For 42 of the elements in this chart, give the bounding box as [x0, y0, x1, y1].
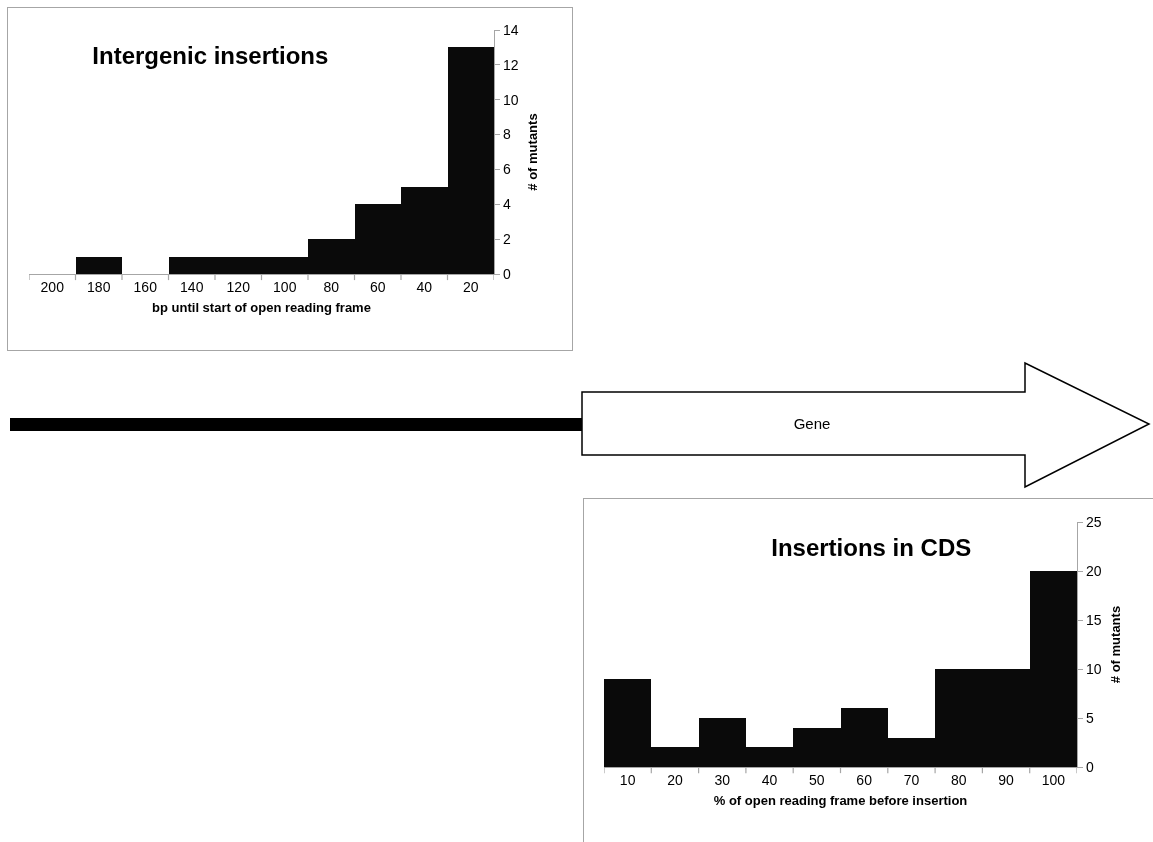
x-tick-label: 200 — [40, 279, 65, 295]
x-tick-label: 60 — [369, 279, 386, 295]
x-tick-label: 100 — [273, 279, 297, 295]
y-tick-label: 12 — [503, 56, 519, 73]
x-tick-label: 10 — [619, 772, 636, 788]
x-tick-label: 40 — [761, 772, 778, 788]
x-tick-label: 50 — [809, 772, 825, 788]
x-tick-label: 90 — [998, 772, 1015, 788]
y-tick-label: 0 — [503, 265, 511, 282]
y-tick-label: 0 — [1086, 758, 1094, 775]
y-tick-label: 10 — [503, 91, 519, 108]
x-axis-title: bp until start of open reading frame — [152, 299, 371, 315]
x-tick-label: 20 — [462, 279, 479, 295]
y-tick-label: 2 — [503, 231, 511, 248]
y-tick-label: 4 — [503, 196, 511, 213]
y-tick-label: 15 — [1086, 611, 1102, 628]
text: Insertions in CDS — [771, 533, 972, 561]
y-tick-label: 25 — [1086, 513, 1102, 530]
x-axis-title: % of open reading frame before insertion — [713, 792, 968, 808]
y-tick-label: 8 — [503, 126, 511, 143]
y-tick-label: 5 — [1086, 709, 1094, 726]
text: Intergenic insertions — [92, 41, 329, 69]
y-tick-label: 14 — [503, 21, 519, 38]
x-tick-label: 100 — [1041, 772, 1066, 788]
x-tick-label: 20 — [667, 772, 683, 788]
x-tick-label: 140 — [180, 279, 204, 295]
x-tick-label: 60 — [856, 772, 873, 788]
x-tick-label: 160 — [133, 279, 158, 295]
x-tick-label: 40 — [416, 279, 433, 295]
y-tick-label: 20 — [1086, 562, 1102, 579]
x-tick-label: 30 — [714, 772, 731, 788]
y-tick-label: 6 — [503, 161, 511, 178]
text: Gene — [793, 415, 831, 433]
x-tick-label: 120 — [226, 279, 251, 295]
y-tick-label: 10 — [1086, 660, 1102, 677]
y-axis-title: # of mutants — [525, 113, 541, 191]
bar — [75, 256, 122, 274]
x-tick-label: 80 — [323, 279, 340, 295]
x-tick-label: 80 — [950, 772, 967, 788]
x-tick-label: 180 — [87, 279, 111, 295]
y-axis-title: # of mutants — [1108, 605, 1124, 684]
x-tick-label: 70 — [903, 772, 920, 788]
